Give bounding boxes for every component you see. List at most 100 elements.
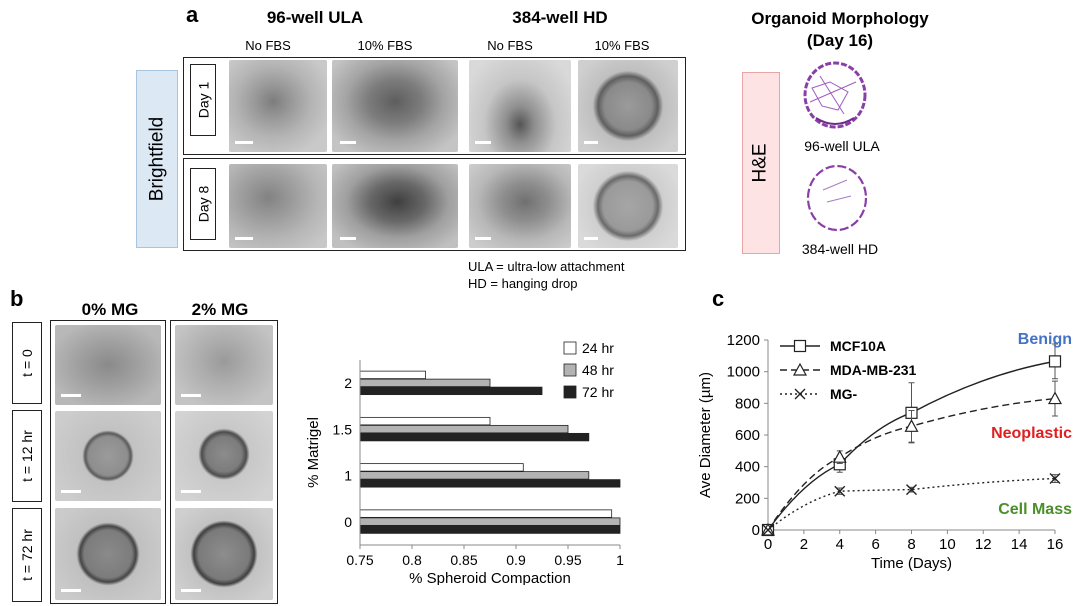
y-tick-label: 800 (735, 395, 760, 412)
he-stain-96-well-ula (803, 61, 867, 129)
legend-label-MCF10A: MCF10A (830, 338, 886, 354)
micrograph-day8-ula-nofbs (229, 164, 327, 248)
col-label-2-mg: 2% MG (191, 300, 249, 319)
legend-marker-MG- (794, 388, 806, 400)
col-label-10fbs-hd: 10% FBS (594, 38, 650, 53)
annotation-cell-mass: Cell Mass (998, 501, 1072, 518)
ave-diameter-line-chart: 0 200 400 600 800 1000 1200 0 2 4 6 8 10 12 14 16 Time (… (697, 331, 1072, 572)
x-axis-title: % Spheroid Compaction (409, 570, 571, 585)
legend-label-72-hr: 72 hr (582, 384, 614, 400)
scale-bar (475, 141, 491, 144)
marker-MDA-MB-231-day-8 (904, 419, 919, 432)
legend-swatch-24-hr (563, 341, 577, 355)
x-tick-label: 8 (907, 536, 915, 553)
legend-swatch-48-hr (563, 363, 577, 377)
y-tick-label: 2 (344, 375, 352, 391)
scale-bar (584, 141, 598, 144)
marker-MG--day-4 (834, 485, 846, 497)
y-tick-label: 400 (735, 459, 760, 476)
col-label-0-mg: 0% MG (81, 300, 139, 319)
micrograph-day8-hd-10fbs (578, 164, 678, 248)
scale-bar (340, 141, 356, 144)
morphology-title: Organoid Morphology (Day 16) (751, 9, 929, 50)
y-tick-label: 1 (344, 468, 352, 484)
col-label-no-fbs-ula: No FBS (245, 38, 291, 53)
bar-48-hr-matrigel-2 (359, 378, 491, 388)
y-tick-label: 1000 (727, 364, 760, 381)
y-axis-title: % Matrigel (305, 417, 322, 488)
scale-bar (235, 237, 253, 240)
bar-48-hr-matrigel-1 (359, 471, 590, 480)
row-label-day8: Day 8 (190, 168, 216, 240)
scale-bar (584, 237, 598, 240)
col-label-10fbs-ula: 10% FBS (357, 38, 413, 53)
x-tick-label: 0.75 (346, 552, 373, 568)
scale-bar (61, 490, 81, 493)
row-label-day1: Day 1 (190, 64, 216, 136)
scale-bar (340, 237, 356, 240)
col-label-no-fbs-hd: No FBS (487, 38, 533, 53)
row-label-t12: t = 12 hr (12, 410, 42, 502)
micrograph-day1-hd-nofbs (469, 60, 571, 152)
scale-bar (61, 394, 81, 397)
marker-MCF10A-day-16 (1048, 355, 1062, 368)
scale-bar (235, 141, 253, 144)
y-tick-label: 1.5 (333, 421, 353, 437)
series-line-MG- (767, 477, 1056, 531)
scale-bar (181, 394, 201, 397)
bar-72-hr-matrigel-0 (359, 525, 621, 534)
marker-MDA-MB-231-day-16 (1047, 391, 1063, 405)
series-line-MDA-MB-231 (767, 397, 1056, 531)
scale-bar (181, 589, 201, 592)
x-tick-label: 14 (1011, 536, 1028, 553)
x-tick-label: 1 (616, 552, 624, 568)
micrograph-mg2-t0 (175, 325, 273, 405)
panel-c-letter: c (712, 286, 725, 311)
bar-72-hr-matrigel-2 (359, 386, 543, 396)
x-tick-label: 6 (871, 536, 879, 553)
x-tick-label: 16 (1047, 536, 1064, 553)
bar-24-hr-matrigel-0 (359, 509, 613, 518)
y-tick-label: 0 (344, 514, 352, 530)
he-label-box: H&E (742, 72, 780, 254)
abbreviation-ula: ULA = ultra-low attachment (468, 259, 625, 274)
x-tick-label: 0.8 (402, 552, 422, 568)
bar-24-hr-matrigel-1 (359, 463, 524, 472)
brightfield-label: Brightfield (146, 116, 167, 202)
bar-24-hr-matrigel-1.5 (359, 416, 491, 426)
scale-bar (61, 589, 81, 592)
micrograph-mg0-t12 (55, 411, 161, 501)
mg0-column-frame (50, 320, 166, 604)
day8-row-frame (183, 158, 686, 251)
micrograph-day8-ula-10fbs (332, 164, 458, 248)
legend-label-MG-: MG- (830, 386, 858, 402)
mg2-column-frame (170, 320, 278, 604)
x-tick-label: 0.95 (554, 552, 581, 568)
x-tick-label: 0.9 (506, 552, 526, 568)
bar-72-hr-matrigel-1.5 (359, 432, 590, 442)
scale-bar (181, 490, 201, 493)
he-label: H&E (750, 143, 772, 183)
bar-72-hr-matrigel-1 (359, 479, 621, 488)
row-label-t0: t = 0 (12, 322, 42, 404)
y-tick-label: 600 (735, 427, 760, 444)
x-tick-label: 10 (939, 536, 956, 553)
y-axis-title: Ave Diameter (µm) (697, 372, 714, 498)
panel-a-letter: a (186, 2, 199, 27)
legend-label-24-hr: 24 hr (582, 340, 614, 356)
he-caption-96-well-ula: 96-well ULA (804, 138, 880, 154)
scale-bar (475, 237, 491, 240)
row-label-t72: t = 72 hr (12, 508, 42, 602)
header-96-well-ula: 96-well ULA (266, 8, 364, 27)
legend-swatch-72-hr (563, 385, 577, 399)
x-axis-title: Time (Days) (871, 555, 952, 572)
x-tick-label: 12 (975, 536, 992, 553)
y-tick-label: 0 (752, 522, 760, 539)
x-tick-label: 0.85 (450, 552, 477, 568)
abbreviation-hd: HD = hanging drop (468, 276, 578, 291)
micrograph-day1-ula-10fbs (332, 60, 458, 152)
he-stain-384-well-hd (806, 164, 868, 232)
legend-marker-MDA-MB-231 (792, 362, 808, 376)
marker-MG--day-8 (906, 484, 917, 496)
marker-MG--day-0 (762, 524, 774, 536)
